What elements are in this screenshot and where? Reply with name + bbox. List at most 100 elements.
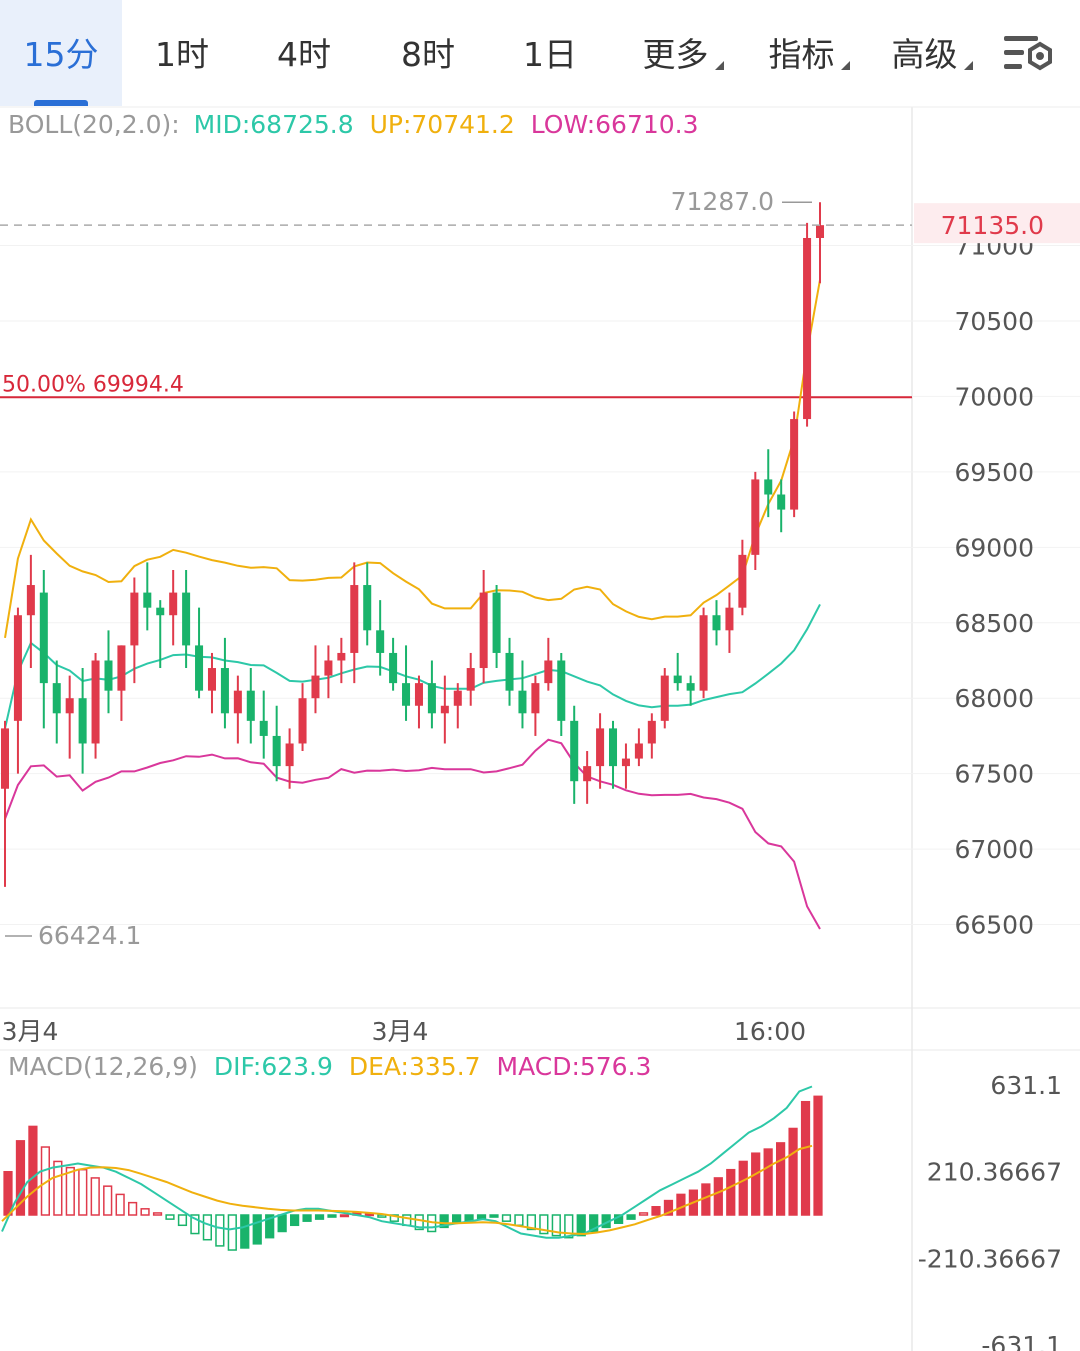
candle-body: [777, 494, 786, 510]
candle-body: [363, 585, 372, 631]
y-tick-label: 69000: [954, 533, 1034, 562]
candle-body: [505, 652, 514, 691]
candle-body: [686, 683, 695, 691]
more-intervals-dropdown[interactable]: 更多: [620, 0, 746, 106]
candle: [389, 637, 398, 691]
candle: [285, 728, 294, 789]
candle-body: [609, 728, 618, 767]
candle-body: [143, 592, 152, 608]
candle-body: [557, 660, 566, 721]
macd-hist-bar: [190, 1214, 200, 1235]
candle: [195, 607, 204, 699]
macd-hist-bar: [514, 1214, 524, 1227]
macd-hist-bar: [115, 1193, 125, 1216]
candle-body: [169, 592, 178, 616]
macd-hist-bar: [227, 1214, 237, 1251]
candle-body: [0, 728, 10, 789]
macd-hist-bar: [800, 1100, 811, 1216]
macd-hist-bar: [140, 1208, 150, 1216]
chart-settings-icon[interactable]: [1000, 30, 1056, 80]
candle-body: [751, 479, 760, 555]
candle-body: [518, 690, 527, 714]
macd-dea: DEA:335.7: [348, 1052, 481, 1081]
candle-body: [466, 668, 475, 691]
macd-value: MACD:576.3: [496, 1052, 652, 1081]
macd-hist-bar: [813, 1095, 823, 1216]
candle-body: [350, 585, 359, 653]
candle: [324, 645, 333, 699]
macd-hist-bar: [751, 1152, 761, 1216]
candle-body: [259, 720, 268, 736]
candle: [660, 668, 669, 729]
candle-body: [233, 690, 242, 714]
macd-hist-bar: [738, 1160, 748, 1216]
boll-mid-band: [4, 603, 821, 729]
candle-body: [246, 690, 255, 721]
candle: [337, 637, 346, 684]
candle: [414, 675, 423, 729]
candlestick-series: [0, 202, 825, 887]
macd-hist-bar: [78, 1168, 88, 1216]
macd-hist-bar: [638, 1212, 649, 1216]
macd-hist-bar: [501, 1214, 512, 1222]
macd-tick-label: -210.36667: [918, 1244, 1062, 1273]
candle: [91, 652, 100, 759]
candle-body: [26, 585, 35, 616]
candle-body: [479, 592, 488, 669]
candle: [104, 630, 113, 714]
candle-body: [621, 758, 630, 767]
candle-body: [324, 660, 333, 676]
candle: [699, 607, 708, 699]
macd-hist-bar: [252, 1214, 262, 1245]
candle-body: [699, 615, 708, 691]
dropdown-caret-icon: [963, 61, 973, 70]
y-tick-label: 66500: [954, 911, 1034, 940]
macd-hist-bar: [489, 1214, 499, 1218]
candle-body: [544, 660, 553, 684]
current-price-label: 71135.0: [941, 211, 1044, 240]
tab-1h[interactable]: 1时: [122, 0, 242, 106]
candle-body: [104, 660, 113, 691]
macd-tick-label: -631.1: [981, 1331, 1062, 1351]
y-tick-label: 68500: [954, 609, 1034, 638]
macd-hist-bar: [327, 1214, 337, 1218]
candle-body: [738, 554, 747, 608]
indicators-dropdown[interactable]: 指标: [746, 0, 872, 106]
candle: [0, 720, 10, 887]
tab-label: 8时: [401, 35, 455, 74]
advanced-dropdown[interactable]: 高级: [872, 0, 992, 106]
macd-hist-bar: [726, 1168, 736, 1216]
candle: [596, 713, 605, 789]
macd-hist-bar: [15, 1140, 26, 1216]
candle-body: [130, 592, 139, 646]
candle: [492, 585, 501, 669]
dropdown-caret-icon: [714, 61, 724, 70]
tab-label: 1时: [155, 35, 209, 74]
macd-hist-bar: [402, 1214, 412, 1227]
candle: [621, 743, 630, 789]
y-tick-label: 67500: [954, 760, 1034, 789]
candle: [376, 600, 385, 676]
candle-body: [376, 630, 385, 653]
candle: [207, 652, 216, 714]
tab-8h[interactable]: 8时: [366, 0, 490, 106]
macd-hist-bar: [589, 1214, 599, 1233]
tab-1d[interactable]: 1日: [490, 0, 610, 106]
macd-hist-bar: [53, 1160, 63, 1216]
macd-panel: 631.1 210.36667 -210.36667 -631.1: [1, 1071, 1062, 1351]
macd-hist-bar: [277, 1214, 287, 1233]
macd-hist-bar: [28, 1125, 38, 1216]
tab-4h[interactable]: 4时: [242, 0, 366, 106]
candle-body: [570, 720, 579, 782]
macd-hist-bar: [339, 1214, 350, 1218]
candle: [39, 569, 48, 729]
boll-lower-band: [4, 738, 821, 930]
boll-up: UP:70741.2: [369, 110, 515, 139]
candle: [453, 683, 462, 729]
y-tick-label: 70500: [954, 307, 1034, 336]
candle: [259, 690, 268, 759]
tab-15min[interactable]: 15分: [0, 0, 122, 106]
candle: [402, 645, 411, 721]
macd-hist-bar: [788, 1127, 798, 1216]
